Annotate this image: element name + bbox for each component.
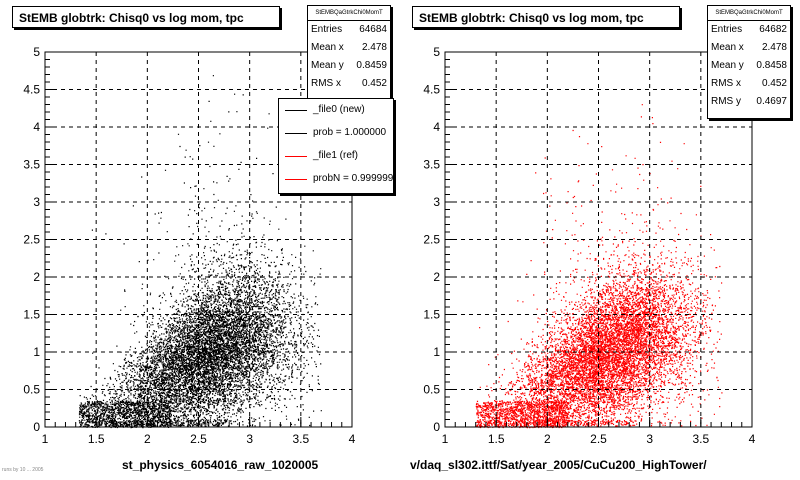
right-y-tick-label: 4.5 (423, 83, 440, 97)
right-marker-group (475, 104, 723, 429)
left-stats-name: StEMBQaGtrkChi0MomT (308, 6, 390, 21)
right-stats-name: StEMBQaGtrkChi0MomT (708, 6, 790, 21)
right-y-tick-label: 0.5 (423, 383, 440, 397)
left-stats-value: 64684 (359, 24, 387, 35)
right-stats-row: Entries 64682 (708, 21, 790, 39)
right-y-tick-label: 3 (433, 195, 440, 209)
right-stats-key: RMS y (711, 96, 741, 107)
right-x-axis-name: v/daq_sl302.ittf/Sat/year_2005/CuCu200_H… (410, 458, 707, 472)
right-y-tick-label: 1.5 (423, 308, 440, 322)
right-stats-row: Mean y 0.8458 (708, 57, 790, 75)
right-stats-row: Mean x 2.478 (708, 39, 790, 57)
legend-label: _file0 (new) (313, 104, 365, 115)
left-stats-box: StEMBQaGtrkChi0MomT Entries 64684 Mean x… (307, 5, 391, 99)
right-y-tick-label: 5 (433, 45, 440, 59)
left-y-tick-label: 4.5 (23, 83, 40, 97)
left-stats-row: Mean y 0.8459 (308, 57, 390, 75)
legend-label: prob = 1.000000 (313, 127, 387, 138)
left-grid (45, 52, 352, 427)
left-y-tick-label: 1.5 (23, 308, 40, 322)
left-y-tick-label: 5 (33, 45, 40, 59)
left-y-tick-label: 3.5 (23, 158, 40, 172)
left-x-tick-label: 4 (349, 432, 356, 446)
legend-line-swatch (285, 156, 307, 157)
legend-entry: _file0 (new) (279, 99, 393, 121)
left-x-tick-label: 1.5 (88, 432, 105, 446)
left-x-tick-label: 3 (246, 432, 253, 446)
left-y-tick-label: 4 (33, 120, 40, 134)
legend-label: _file1 (ref) (313, 150, 359, 161)
left-marker-group (78, 75, 322, 429)
legend-entry: _file1 (ref) (279, 145, 393, 167)
left-y-tick-label: 1 (33, 345, 40, 359)
right-x-tick-label: 1 (442, 432, 449, 446)
right-stats-key: RMS x (711, 78, 741, 89)
right-stats-key: Entries (711, 24, 743, 35)
left-stats-key: RMS x (311, 78, 341, 89)
left-x-tick-label: 2 (144, 432, 151, 446)
right-x-tick-label: 1.5 (488, 432, 505, 446)
left-x-tick-label: 1 (42, 432, 49, 446)
legend-line-swatch (285, 110, 307, 111)
left-x-tick-label: 3.5 (292, 432, 309, 446)
corner-note: runs by 10 ... 2005 (2, 467, 44, 473)
legend-line-swatch (285, 179, 307, 180)
right-x-tick-label: 2.5 (590, 432, 607, 446)
right-axes: 1 1.5 2 2.5 3 3.5 4 0 0.5 1 1.5 2 2.5 3 3.5 4 4.5 5 (423, 45, 755, 446)
right-scatter-markers (475, 104, 723, 429)
right-grid (445, 52, 752, 427)
right-stats-row: RMS x 0.452 (708, 75, 790, 93)
right-stats-value: 64682 (759, 24, 787, 35)
left-stats-value: 0.8459 (356, 60, 387, 71)
right-x-tick-label: 2 (544, 432, 551, 446)
right-x-tick-label: 4 (749, 432, 756, 446)
right-stats-box: StEMBQaGtrkChi0MomT Entries 64682 Mean x… (707, 5, 791, 119)
right-scatter-plot: 1 1.5 2 2.5 3 3.5 4 0 0.5 1 1.5 2 2.5 3 3.5 4 4.5 5 (423, 45, 755, 446)
right-stats-value: 0.452 (761, 78, 787, 89)
left-axes: 1 1.5 2 2.5 3 3.5 4 0 0.5 1 1.5 2 2.5 3 3.5 4 4.5 5 (23, 45, 355, 446)
right-y-tick-label: 2.5 (423, 233, 440, 247)
right-y-tick-label: 1 (433, 345, 440, 359)
right-stats-row: RMS y 0.4697 (708, 93, 790, 111)
left-y-tick-label: 0 (33, 420, 40, 434)
legend-entry: probN = 0.999999 (279, 168, 393, 190)
left-y-tick-label: 0.5 (23, 383, 40, 397)
left-stats-row: RMS x 0.452 (308, 75, 390, 93)
legend-line-swatch (285, 133, 307, 134)
left-stats-row: Entries 64684 (308, 21, 390, 39)
left-scatter-markers (78, 75, 322, 429)
right-y-tick-label: 3.5 (423, 158, 440, 172)
left-plot-title: StEMB globtrk: Chisq0 vs log mom, tpc (12, 6, 280, 28)
left-scatter-plot: 1 1.5 2 2.5 3 3.5 4 0 0.5 1 1.5 2 2.5 3 3.5 4 4.5 5 (23, 45, 355, 446)
left-y-tick-label: 2.5 (23, 233, 40, 247)
right-x-tick-label: 3 (646, 432, 653, 446)
left-stats-value: 2.478 (361, 42, 387, 53)
left-stats-key: Mean x (311, 42, 344, 53)
right-stats-value: 2.478 (761, 42, 787, 53)
right-stats-key: Mean y (711, 60, 744, 71)
left-stats-value: 0.452 (361, 78, 387, 89)
left-y-tick-label: 2 (33, 270, 40, 284)
legend-label: probN = 0.999999 (313, 173, 394, 184)
right-y-tick-label: 2 (433, 270, 440, 284)
right-stats-value: 0.8458 (756, 60, 787, 71)
legend-entry: prob = 1.000000 (279, 122, 393, 144)
right-stats-value: 0.4697 (756, 96, 787, 107)
right-plot-title: StEMB globtrk: Chisq0 vs log mom, tpc (412, 6, 680, 28)
left-x-tick-label: 2.5 (190, 432, 207, 446)
right-x-tick-label: 3.5 (692, 432, 709, 446)
left-stats-key: Entries (311, 24, 343, 35)
right-y-tick-label: 4 (433, 120, 440, 134)
comparison-legend: _file0 (new) prob = 1.000000 _file1 (ref… (278, 98, 394, 194)
left-x-axis-name: st_physics_6054016_raw_1020005 (122, 458, 319, 472)
left-stats-row: Mean x 2.478 (308, 39, 390, 57)
right-y-tick-label: 0 (433, 420, 440, 434)
left-stats-key: Mean y (311, 60, 344, 71)
right-stats-key: Mean x (711, 42, 744, 53)
left-y-tick-label: 3 (33, 195, 40, 209)
